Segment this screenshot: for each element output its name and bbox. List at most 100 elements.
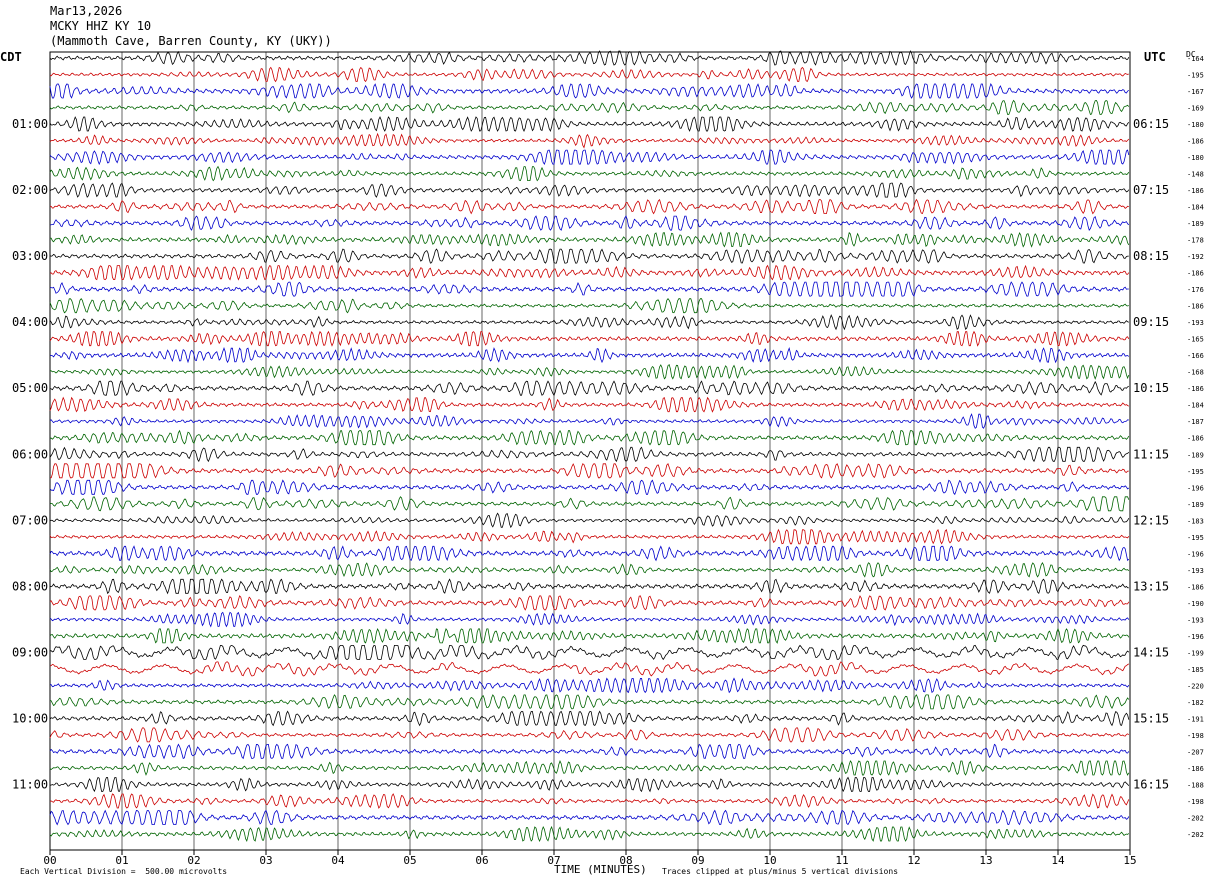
trace-line xyxy=(49,694,1130,710)
dc-offset-label: -199 xyxy=(1187,649,1204,657)
trace-line xyxy=(49,298,1129,314)
dc-offset-label: -184 xyxy=(1187,402,1204,410)
trace-line xyxy=(49,595,1130,611)
trace-line xyxy=(49,248,1129,264)
trace-line xyxy=(49,182,1130,198)
trace-line xyxy=(49,545,1130,562)
right-hour-label: 15:15 xyxy=(1133,711,1169,725)
dc-offset-label: -180 xyxy=(1187,121,1204,129)
dc-offset-label: -189 xyxy=(1187,501,1204,509)
dc-offset-label: -195 xyxy=(1187,534,1204,542)
x-tick-label: 01 xyxy=(115,854,128,867)
trace-line xyxy=(49,710,1130,727)
trace-line xyxy=(49,611,1130,628)
trace-line xyxy=(49,446,1130,463)
dc-offset-label: -186 xyxy=(1187,765,1204,773)
x-tick-label: 08 xyxy=(619,854,632,867)
x-tick-label: 02 xyxy=(187,854,200,867)
trace-line xyxy=(49,727,1130,743)
left-hour-label: 05:00 xyxy=(12,381,48,395)
right-hour-label: 07:15 xyxy=(1133,183,1169,197)
trace-line xyxy=(49,364,1130,380)
trace-line xyxy=(49,330,1130,347)
x-tick-label: 11 xyxy=(835,854,848,867)
right-hour-label: 12:15 xyxy=(1133,513,1169,527)
trace-line xyxy=(49,396,1130,413)
dc-offset-label: -196 xyxy=(1187,550,1204,558)
dc-offset-label: -148 xyxy=(1187,171,1204,179)
chart-location: (Mammoth Cave, Barren County, KY (UKY)) xyxy=(50,34,332,48)
trace-line xyxy=(49,479,1130,496)
dc-offset-label: -202 xyxy=(1187,831,1204,839)
trace-line xyxy=(49,661,1130,677)
dc-offset-label: -185 xyxy=(1187,666,1204,674)
right-hour-label: 09:15 xyxy=(1133,315,1169,329)
left-hour-label: 09:00 xyxy=(12,645,48,659)
dc-offset-label: -180 xyxy=(1187,154,1204,162)
dc-header-label: DC xyxy=(1186,50,1196,59)
trace-line xyxy=(49,809,1130,826)
dc-offset-label: -176 xyxy=(1187,286,1204,294)
x-tick-label: 14 xyxy=(1051,854,1065,867)
chart-date: Mar13,2026 xyxy=(50,4,123,18)
dc-offset-label: -196 xyxy=(1187,484,1204,492)
dc-offset-label: -189 xyxy=(1187,451,1204,459)
trace-line xyxy=(50,677,1130,694)
dc-offset-label: -191 xyxy=(1187,715,1204,723)
dc-offset-label: -186 xyxy=(1187,138,1204,146)
x-tick-label: 10 xyxy=(763,854,776,867)
right-hour-label: 11:15 xyxy=(1133,447,1169,461)
x-tick-label: 15 xyxy=(1123,854,1136,867)
dc-offset-label: -207 xyxy=(1187,748,1204,756)
dc-offset-label: -193 xyxy=(1187,616,1204,624)
dc-offset-label: -178 xyxy=(1187,237,1204,245)
left-hour-label: 10:00 xyxy=(12,711,48,725)
trace-line xyxy=(49,776,1130,793)
x-tick-label: 09 xyxy=(691,854,704,867)
left-hour-label: 03:00 xyxy=(12,249,48,263)
right-timezone-label: UTC xyxy=(1144,50,1166,64)
trace-line xyxy=(49,512,1130,529)
dc-offset-label: -195 xyxy=(1187,468,1204,476)
right-hour-label: 06:15 xyxy=(1133,117,1169,131)
right-hour-label: 13:15 xyxy=(1133,579,1169,593)
left-hour-label: 11:00 xyxy=(12,777,48,791)
x-tick-label: 07 xyxy=(547,854,560,867)
dc-offset-label: -164 xyxy=(1187,55,1204,63)
x-tick-label: 13 xyxy=(979,854,992,867)
trace-line xyxy=(49,83,1130,99)
trace-line xyxy=(49,760,1130,776)
trace-line xyxy=(49,380,1130,397)
trace-line xyxy=(49,825,1130,842)
trace-line xyxy=(49,743,1130,760)
x-tick-label: 12 xyxy=(907,854,920,867)
dc-offset-label: -186 xyxy=(1187,187,1204,195)
dc-offset-label: -188 xyxy=(1187,781,1204,789)
dc-offset-label: -165 xyxy=(1187,336,1204,344)
clip-note: Traces clipped at plus/minus 5 vertical … xyxy=(662,867,899,876)
left-hour-label: 04:00 xyxy=(12,315,48,329)
trace-line xyxy=(49,215,1130,231)
trace-line xyxy=(49,165,1130,182)
trace-line xyxy=(49,413,1129,429)
dc-offset-label: -168 xyxy=(1187,369,1204,377)
dc-offset-label: -186 xyxy=(1187,583,1204,591)
dc-offset-label: -187 xyxy=(1187,418,1204,426)
left-hour-label: 02:00 xyxy=(12,183,48,197)
dc-offset-label: -169 xyxy=(1187,105,1204,113)
dc-offset-label: -198 xyxy=(1187,732,1204,740)
left-timezone-label: CDT xyxy=(0,50,22,64)
trace-line xyxy=(49,793,1130,809)
x-tick-label: 00 xyxy=(43,854,56,867)
right-hour-label: 14:15 xyxy=(1133,645,1169,659)
trace-line xyxy=(49,116,1130,133)
x-tick-label: 03 xyxy=(259,854,272,867)
dc-offset-label: -220 xyxy=(1187,682,1204,690)
left-hour-label: 01:00 xyxy=(12,117,48,131)
dc-offset-label: -195 xyxy=(1187,72,1204,80)
trace-line xyxy=(49,644,1130,661)
x-tick-label: 04 xyxy=(331,854,345,867)
left-hour-label: 08:00 xyxy=(12,579,48,593)
chart-station: MCKY HHZ KY 10 xyxy=(50,19,152,33)
